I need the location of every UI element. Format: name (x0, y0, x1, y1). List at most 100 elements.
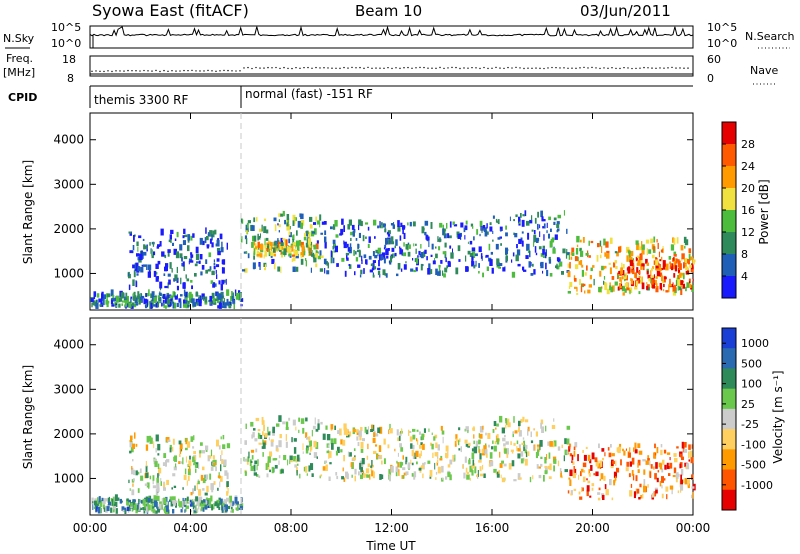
echo-cell (158, 301, 161, 304)
echo-cell (128, 499, 131, 503)
echo-cell (409, 436, 413, 442)
echo-cell (149, 475, 152, 480)
echo-cell (685, 286, 687, 292)
echo-cell (157, 244, 160, 247)
echo-cell (147, 504, 151, 511)
echo-cell (137, 503, 140, 509)
echo-cell (250, 465, 254, 471)
echo-cell (398, 435, 401, 441)
echo-cell (309, 440, 312, 447)
nave-label: Nave (750, 64, 778, 77)
echo-cell (224, 499, 227, 505)
echo-cell (645, 239, 650, 244)
echo-cell (619, 276, 622, 282)
echo-cell (546, 222, 548, 228)
echo-cell (187, 245, 190, 252)
echo-cell (181, 257, 183, 262)
freq-point (123, 70, 125, 72)
y-tick-label: 4000 (53, 338, 84, 352)
echo-cell (647, 484, 649, 488)
freq-point (619, 67, 621, 70)
echo-cell (366, 474, 370, 478)
echo-cell (282, 238, 286, 241)
echo-cell (379, 474, 382, 480)
echo-cell (673, 238, 676, 245)
echo-cell (162, 462, 167, 466)
echo-cell (217, 475, 221, 478)
echo-cell (669, 485, 674, 490)
freq-point (527, 67, 529, 69)
colorbar-segment (722, 328, 736, 349)
echo-cell (650, 238, 654, 244)
echo-cell (533, 234, 537, 242)
echo-cell (576, 244, 579, 248)
echo-cell (378, 445, 382, 452)
echo-cell (163, 273, 166, 276)
echo-cell (605, 241, 609, 248)
echo-cell (111, 498, 114, 506)
echo-cell (332, 239, 336, 244)
echo-cell (417, 439, 419, 445)
echo-cell (578, 474, 580, 480)
echo-cell (136, 241, 139, 247)
echo-cell (675, 475, 678, 483)
echo-cell (330, 257, 333, 264)
echo-cell (250, 449, 255, 453)
freq-point (251, 67, 253, 70)
echo-cell (635, 272, 637, 279)
echo-cell (181, 262, 184, 267)
echo-cell (540, 422, 542, 429)
echo-cell (392, 253, 395, 258)
echo-cell (535, 252, 538, 256)
echo-cell (233, 303, 235, 309)
echo-cell (552, 442, 555, 448)
echo-cell (447, 472, 451, 478)
echo-cell (187, 292, 189, 297)
echo-cell (377, 247, 381, 254)
echo-cell (499, 415, 503, 423)
echo-cell (388, 429, 390, 435)
echo-cell (365, 429, 369, 435)
echo-cell (445, 445, 449, 452)
echo-cell (540, 261, 544, 269)
echo-cell (596, 255, 599, 262)
echo-cell (660, 285, 663, 291)
echo-cell (342, 439, 346, 446)
velocity-colorbar-label: Velocity [m s⁻¹] (771, 370, 785, 463)
freq-point (303, 66, 305, 69)
echo-cell (269, 469, 271, 473)
echo-cell (422, 473, 424, 479)
echo-cell (340, 449, 343, 453)
echo-cell (292, 242, 296, 246)
echo-cell (688, 444, 691, 450)
echo-cell (163, 302, 165, 308)
echo-cell (662, 459, 665, 465)
echo-cell (200, 474, 204, 481)
echo-cell (146, 506, 148, 513)
freq-point (291, 67, 293, 70)
echo-cell (183, 256, 188, 260)
echo-cell (581, 487, 583, 492)
x-tick-label: 16:00 (475, 521, 510, 535)
echo-cell (511, 450, 514, 454)
echo-cell (278, 440, 282, 448)
echo-cell (164, 285, 168, 289)
echo-cell (142, 498, 146, 506)
echo-cell (483, 445, 487, 451)
echo-cell (167, 501, 169, 506)
echo-cell (613, 262, 616, 268)
echo-cell (668, 285, 670, 293)
echo-cell (479, 466, 482, 472)
echo-cell (311, 473, 314, 477)
echo-cell (100, 299, 103, 306)
freq-point (435, 67, 437, 70)
echo-cell (113, 506, 116, 510)
echo-cell (133, 504, 136, 510)
echo-cell (427, 268, 431, 275)
echo-cell (618, 271, 621, 274)
echo-cell (590, 240, 594, 244)
echo-cell (262, 452, 264, 457)
echo-cell (395, 470, 398, 477)
echo-cell (424, 220, 429, 226)
echo-cell (147, 271, 151, 278)
